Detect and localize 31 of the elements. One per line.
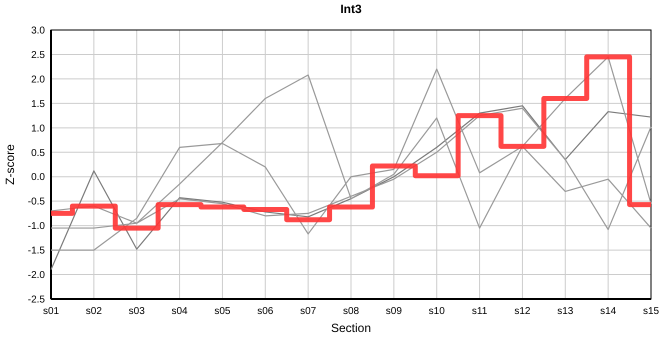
x-tick-label: s11: [472, 306, 488, 317]
x-axis-title: Section: [330, 321, 372, 335]
y-tick-label: 0.0: [31, 172, 46, 184]
x-tick-label: s14: [600, 306, 617, 317]
y-tick-label: 3.0: [31, 26, 46, 36]
y-tick-label: 1.0: [31, 123, 46, 134]
x-tick-label: s02: [86, 306, 102, 317]
y-tick-label: -2.5: [28, 294, 46, 306]
x-tick-label: s06: [257, 306, 274, 317]
x-tick-label: s09: [386, 306, 402, 317]
y-tick-label: 2.5: [31, 50, 46, 61]
y-axis-title: Z-score: [3, 144, 17, 185]
x-tick-label: s04: [172, 306, 188, 317]
y-tick-label: -1.0: [28, 221, 46, 232]
x-tick-label: s15: [642, 306, 660, 317]
x-tick-label: s05: [214, 306, 231, 317]
chart-title: Int3: [340, 2, 362, 16]
y-tick-label: -1.5: [28, 246, 46, 257]
x-tick-label: s03: [128, 306, 146, 317]
y-tick-label: -2.0: [28, 270, 46, 282]
y-tick-label: 2.0: [31, 74, 46, 86]
y-tick-label: 0.5: [31, 148, 46, 159]
x-tick-label: s08: [342, 306, 360, 317]
x-tick-label: s12: [514, 306, 531, 317]
y-tick-label: -0.5: [28, 196, 46, 208]
x-tick-label: s10: [428, 306, 446, 317]
x-tick-label: s01: [42, 306, 60, 317]
x-tick-label: s07: [300, 306, 317, 317]
x-tick-label: s13: [557, 306, 574, 317]
y-tick-label: 1.5: [31, 98, 46, 110]
line-series: [50, 105, 652, 270]
